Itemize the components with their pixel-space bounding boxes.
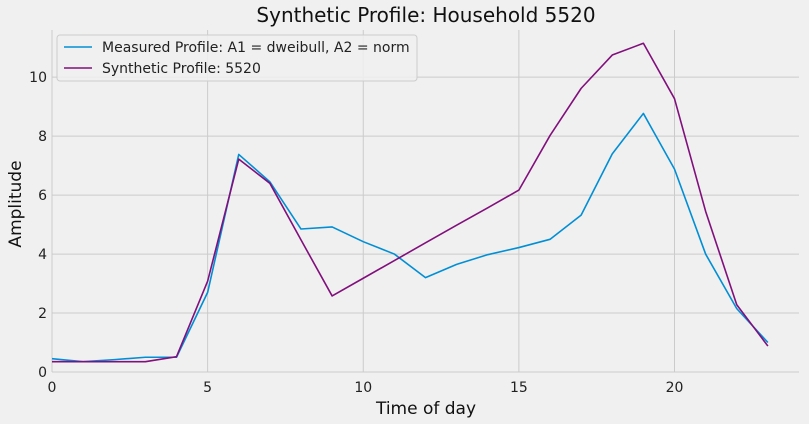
series-line-1 <box>51 112 769 363</box>
y-tick-label: 6 <box>38 188 47 204</box>
series-lines <box>51 42 769 363</box>
tick-labels: 0 5 10 15 20 0 2 4 6 8 10 <box>29 70 683 396</box>
y-axis-title: Amplitude <box>6 160 26 247</box>
y-tick-label: 2 <box>38 306 47 322</box>
x-tick-label: 5 <box>203 380 212 396</box>
legend-label: Synthetic Profile: 5520 <box>102 61 261 77</box>
legend: Measured Profile: A1 = dweibull, A2 = no… <box>56 34 418 82</box>
x-tick-label: 0 <box>48 380 57 396</box>
series-line-2 <box>52 42 769 363</box>
y-tick-label: 4 <box>38 247 47 263</box>
y-tick-label: 10 <box>29 70 47 86</box>
legend-box <box>56 34 418 82</box>
chart-title: Synthetic Profile: Household 5520 <box>256 3 595 27</box>
x-tick-label: 10 <box>354 380 372 396</box>
y-tick-label: 8 <box>38 129 47 145</box>
x-tick-label: 20 <box>666 380 684 396</box>
legend-label: Measured Profile: A1 = dweibull, A2 = no… <box>102 40 410 56</box>
y-tick-label: 0 <box>38 365 47 381</box>
x-axis-title: Time of day <box>375 399 476 419</box>
x-tick-label: 15 <box>510 380 528 396</box>
